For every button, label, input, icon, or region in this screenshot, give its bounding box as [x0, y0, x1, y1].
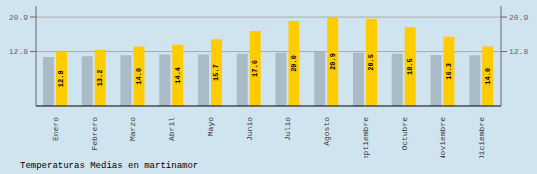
svg-text:12.8: 12.8	[9, 47, 28, 56]
svg-text:Abril: Abril	[167, 117, 176, 141]
svg-text:20.9: 20.9	[329, 53, 337, 70]
svg-text:Junio: Junio	[245, 117, 254, 141]
svg-text:14.4: 14.4	[174, 67, 182, 84]
svg-text:Enero: Enero	[51, 117, 60, 141]
svg-text:18.5: 18.5	[406, 58, 414, 75]
svg-text:Diciembre: Diciembre	[477, 117, 486, 158]
svg-text:Marzo: Marzo	[128, 117, 137, 141]
svg-text:12.8: 12.8	[57, 70, 65, 87]
svg-text:20.9: 20.9	[509, 13, 528, 22]
svg-text:20.9: 20.9	[9, 13, 28, 22]
svg-text:20.0: 20.0	[290, 55, 298, 72]
svg-text:Mayo: Mayo	[206, 117, 215, 136]
svg-text:15.7: 15.7	[212, 64, 220, 81]
svg-text:14.0: 14.0	[484, 68, 492, 85]
svg-text:16.3: 16.3	[445, 63, 453, 80]
svg-text:17.6: 17.6	[251, 60, 259, 77]
svg-text:Octubre: Octubre	[400, 117, 409, 151]
html-text:Temperaturas Medias en martina: Temperaturas Medias en martinamor	[20, 161, 199, 171]
svg-text:13.2: 13.2	[96, 70, 104, 87]
svg-text:20.5: 20.5	[367, 54, 375, 71]
svg-text:12.8: 12.8	[509, 47, 528, 56]
svg-text:Agosto: Agosto	[322, 117, 331, 146]
svg-text:Febrero: Febrero	[90, 117, 99, 151]
svg-text:Julio: Julio	[283, 117, 292, 141]
svg-text:Noviembre: Noviembre	[438, 117, 447, 158]
svg-text:Septiembre: Septiembre	[361, 117, 370, 158]
svg-text:14.0: 14.0	[135, 68, 143, 85]
